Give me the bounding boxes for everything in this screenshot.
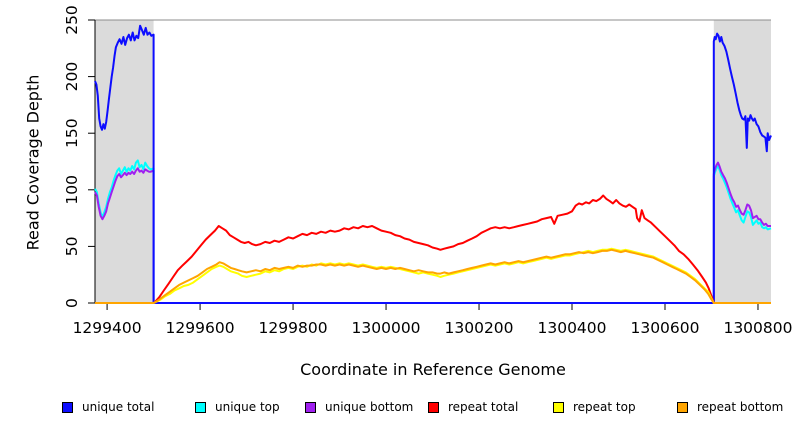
line-repeat-bottom bbox=[95, 248, 771, 304]
x-axis-title: Coordinate in Reference Genome bbox=[300, 360, 566, 379]
unique-region-shading bbox=[713, 20, 771, 303]
line-unique-bottom bbox=[94, 161, 771, 304]
x-tick-label: 1300400 bbox=[537, 319, 606, 337]
legend-swatch-unique-top bbox=[195, 401, 206, 413]
y-tick-label: 200 bbox=[63, 62, 81, 92]
legend: unique total unique top unique bottom repea… bbox=[0, 399, 792, 415]
unique-region-shading bbox=[95, 20, 154, 303]
y-tick-label: 100 bbox=[63, 175, 81, 205]
legend-label: unique top bbox=[215, 400, 280, 414]
x-tick-label: 1300000 bbox=[352, 319, 421, 337]
legend-item-unique-top: unique top bbox=[195, 399, 280, 415]
legend-item-repeat-bottom: repeat bottom bbox=[677, 399, 783, 415]
legend-swatch-repeat-top bbox=[553, 401, 564, 413]
x-tick-label: 1300800 bbox=[723, 319, 792, 337]
legend-item-unique-total: unique total bbox=[62, 399, 154, 415]
y-tick-label: 150 bbox=[63, 118, 81, 148]
x-tick-label: 1299600 bbox=[166, 319, 235, 337]
y-tick-label: 250 bbox=[63, 5, 81, 35]
y-tick-label: 0 bbox=[63, 298, 81, 308]
line-repeat-total bbox=[95, 194, 771, 304]
legend-label: unique total bbox=[82, 400, 155, 414]
line-unique-top bbox=[94, 159, 772, 304]
line-repeat-top bbox=[95, 247, 771, 304]
x-tick-label: 1299800 bbox=[259, 319, 328, 337]
x-tick-label: 1300200 bbox=[445, 319, 514, 337]
legend-label: repeat top bbox=[573, 400, 636, 414]
legend-label: repeat bottom bbox=[697, 400, 784, 414]
legend-swatch-repeat-bottom bbox=[677, 401, 688, 413]
legend-item-repeat-top: repeat top bbox=[553, 399, 636, 415]
legend-swatch-unique-total bbox=[62, 401, 73, 413]
legend-label: repeat total bbox=[448, 400, 519, 414]
y-axis-title: Read Coverage Depth bbox=[23, 74, 43, 251]
line-unique-total bbox=[94, 24, 772, 304]
x-tick-label: 1299400 bbox=[73, 319, 142, 337]
legend-label: unique bottom bbox=[325, 400, 414, 414]
legend-swatch-repeat-total bbox=[428, 401, 439, 413]
legend-swatch-unique-bottom bbox=[305, 401, 316, 413]
legend-item-unique-bottom: unique bottom bbox=[305, 399, 413, 415]
y-tick-label: 50 bbox=[63, 237, 81, 257]
legend-item-repeat-total: repeat total bbox=[428, 399, 518, 415]
x-tick-label: 1300600 bbox=[630, 319, 699, 337]
